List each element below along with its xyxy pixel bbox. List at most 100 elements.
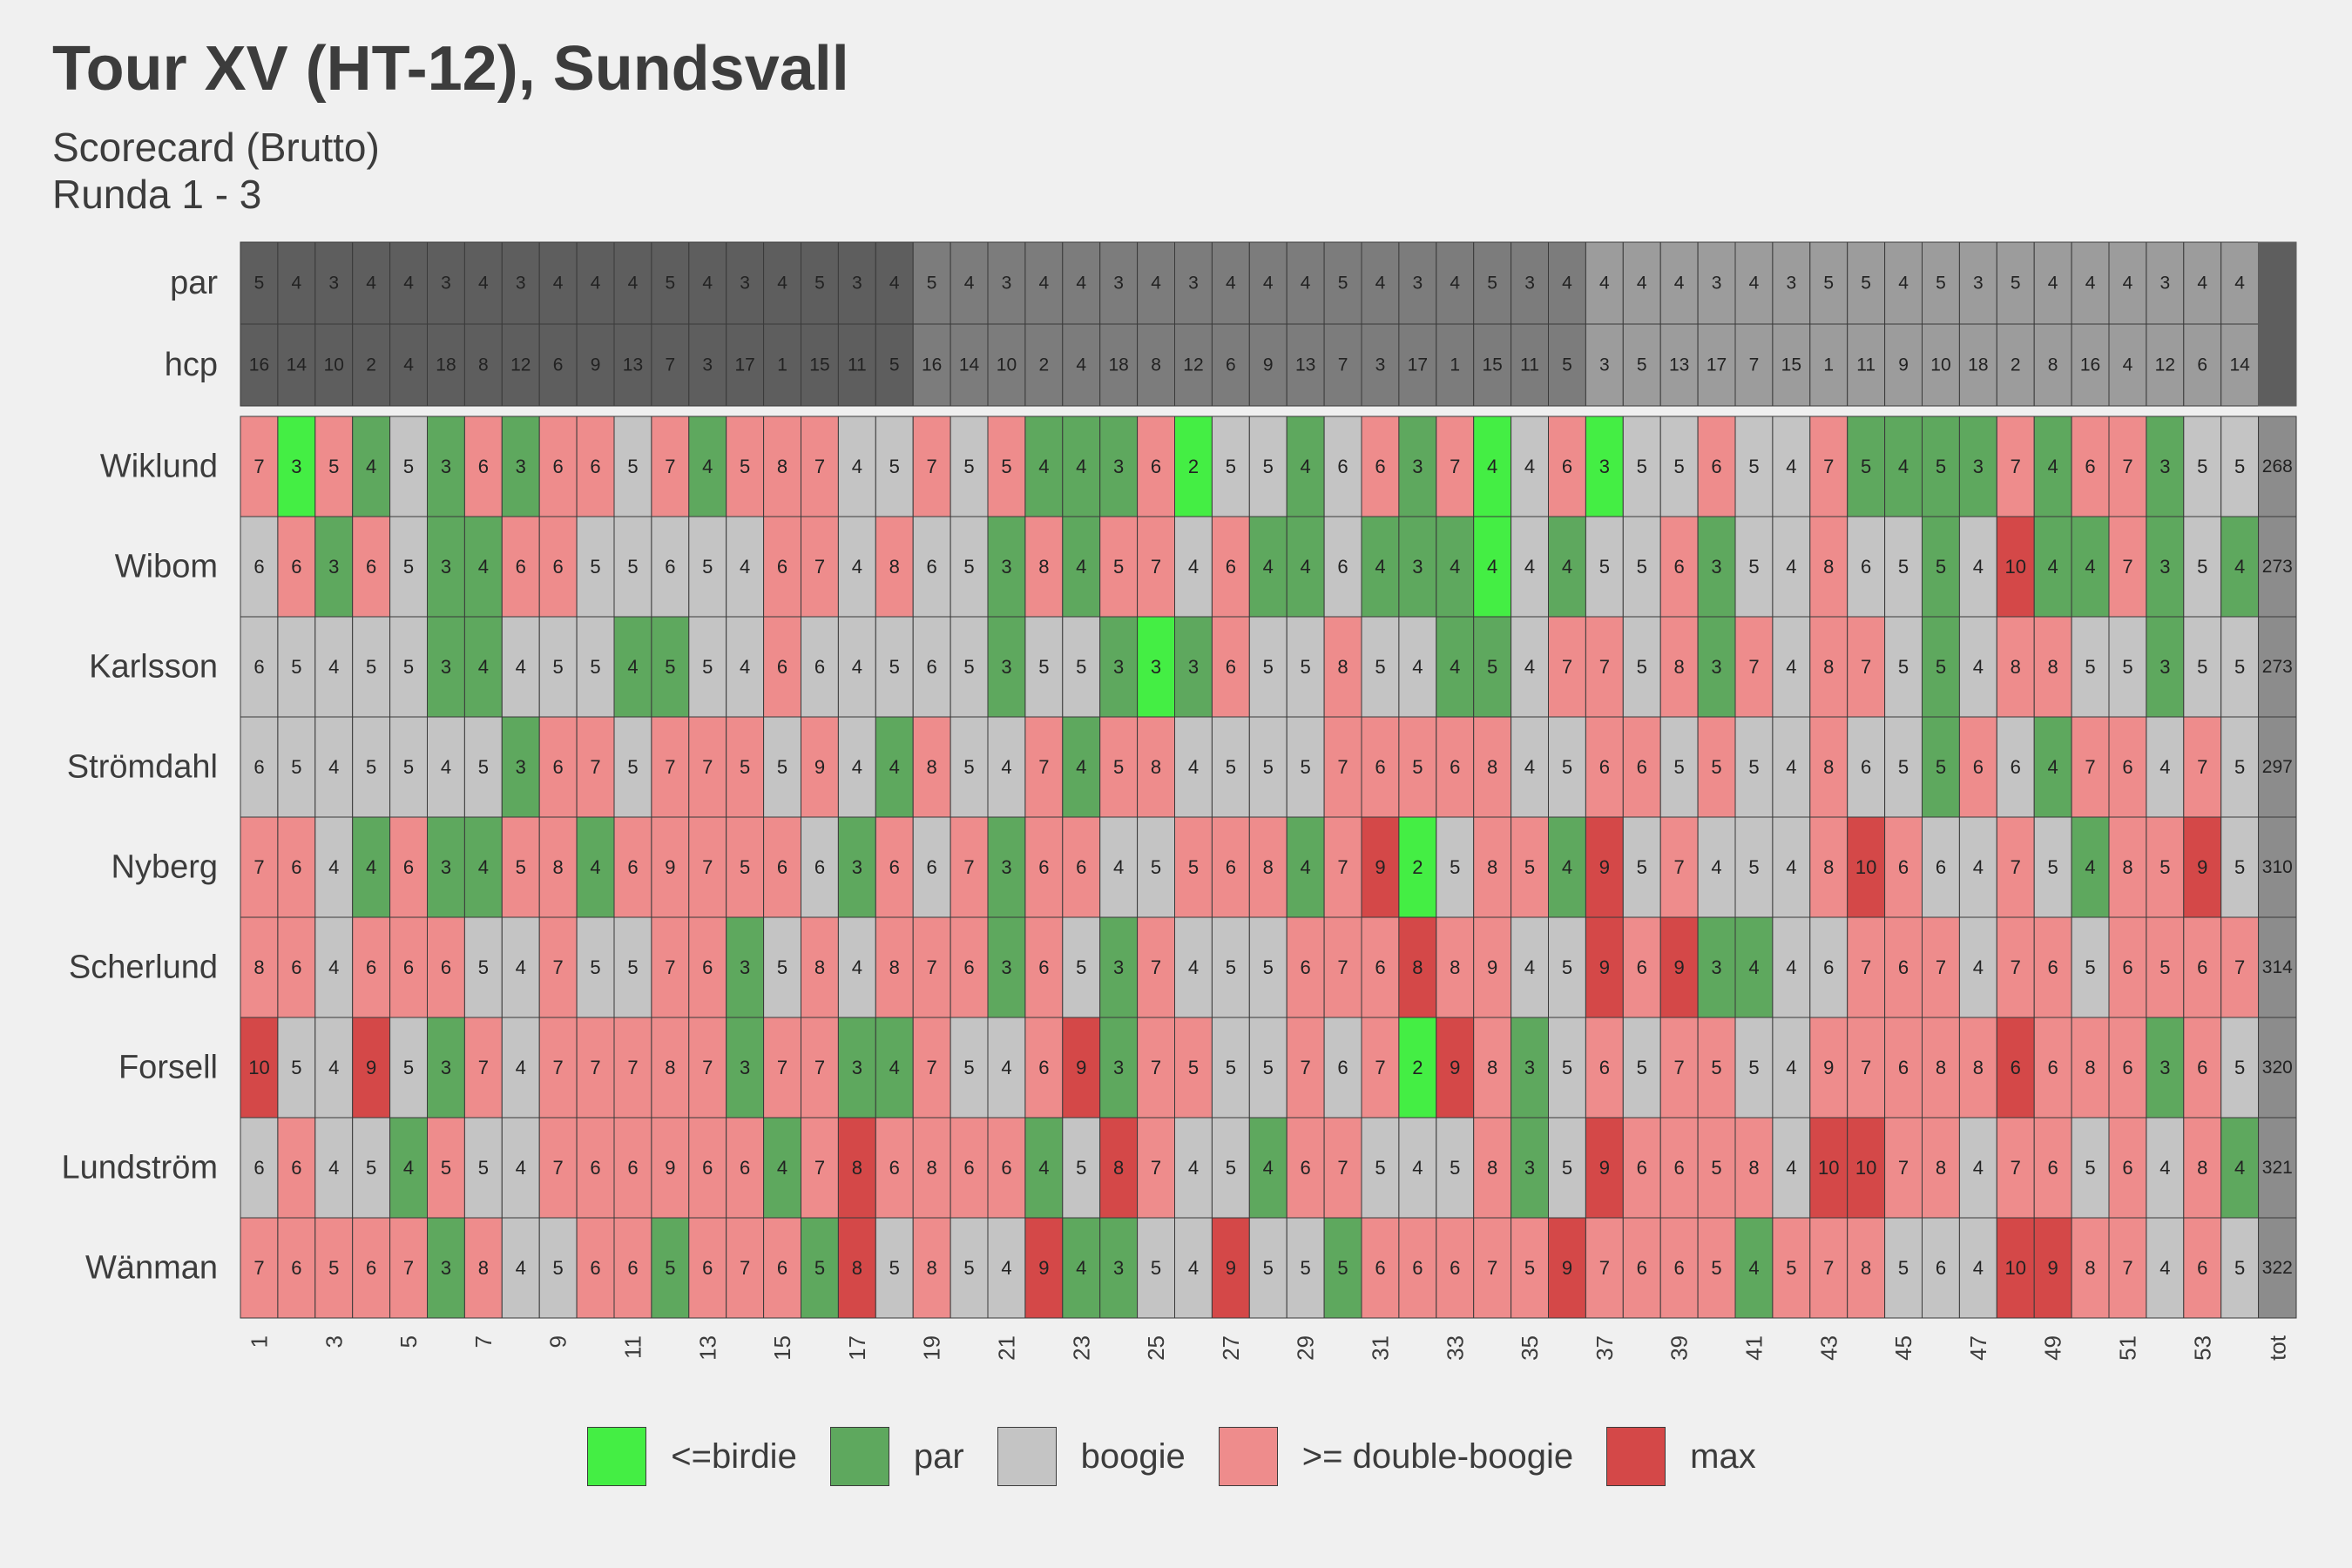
score-value: 6 <box>702 1157 713 1179</box>
header-cell <box>2183 241 2222 325</box>
header-row-label: hcp <box>165 347 218 383</box>
header-cell-value: 14 <box>2229 355 2250 375</box>
header-cell <box>1137 241 1175 325</box>
score-value: 5 <box>1412 756 1423 778</box>
score-value: 5 <box>1226 1057 1236 1078</box>
header-cell-value: 17 <box>1707 355 1727 375</box>
score-value: 9 <box>1076 1057 1086 1078</box>
score-value: 5 <box>1562 956 1572 978</box>
header-cell <box>2146 323 2185 407</box>
score-cell <box>1137 1017 1175 1119</box>
score-value: 2 <box>1412 856 1423 878</box>
score-value: 6 <box>1450 1257 1460 1279</box>
score-value: 6 <box>889 856 900 878</box>
header-cell-value: 5 <box>1861 274 1871 294</box>
score-value: 9 <box>1450 1057 1460 1078</box>
score-value: 5 <box>1674 456 1685 477</box>
header-cell-value: 15 <box>1781 355 1801 375</box>
score-value: 5 <box>1113 556 1124 578</box>
score-value: 7 <box>1748 656 1759 678</box>
x-tick-label: 21 <box>993 1335 1019 1361</box>
score-value: 7 <box>1151 1157 1161 1179</box>
score-value: 2 <box>1188 456 1199 477</box>
header-cell-value: 4 <box>702 274 713 294</box>
score-cell <box>240 916 279 1018</box>
score-value: 5 <box>1936 656 1946 678</box>
score-cell <box>277 1217 316 1319</box>
score-cell <box>1585 416 1624 517</box>
score-cell <box>389 1217 429 1319</box>
score-cell <box>352 1117 391 1219</box>
score-cell <box>427 916 465 1018</box>
score-value: 4 <box>2234 556 2245 578</box>
score-value: 6 <box>1038 1057 1049 1078</box>
score-value: 5 <box>2159 856 2170 878</box>
score-cell <box>240 1217 279 1319</box>
header-cell-value: 4 <box>964 274 975 294</box>
total-cell <box>2258 1117 2297 1219</box>
total-cell <box>2258 616 2297 718</box>
header-cell <box>1659 241 1699 325</box>
score-value: 6 <box>553 556 564 578</box>
score-cell <box>1323 616 1362 718</box>
score-value: 6 <box>478 456 489 477</box>
chart-subtitle: Scorecard (Brutto) Runda 1 - 3 <box>52 125 380 217</box>
score-value: 5 <box>627 756 638 778</box>
score-value: 3 <box>328 556 339 578</box>
score-cell <box>501 816 540 918</box>
score-cell <box>837 716 876 818</box>
header-cell <box>576 241 615 325</box>
score-value: 5 <box>1711 1057 1721 1078</box>
score-cell <box>2220 816 2260 918</box>
score-cell <box>726 1217 765 1319</box>
score-cell <box>576 1017 615 1119</box>
score-value: 5 <box>2048 856 2058 878</box>
score-value: 3 <box>1711 656 1721 678</box>
score-value: 7 <box>590 1057 600 1078</box>
score-cell <box>1884 1017 1923 1119</box>
header-cell-value: 4 <box>1076 355 1086 375</box>
score-cell <box>314 716 354 818</box>
score-cell <box>763 1117 801 1219</box>
score-value: 5 <box>1637 656 1647 678</box>
score-cell <box>1024 616 1064 718</box>
score-cell <box>2146 1017 2185 1119</box>
header-cell-value: 4 <box>1226 274 1236 294</box>
header-cell-value: 15 <box>809 355 829 375</box>
score-value: 8 <box>1412 956 1423 978</box>
score-cell <box>1211 516 1250 618</box>
score-value: 5 <box>441 1157 451 1179</box>
header-cell <box>987 241 1026 325</box>
score-value: 8 <box>1487 856 1497 878</box>
score-value: 4 <box>1076 756 1086 778</box>
score-value: 6 <box>1898 1057 1909 1078</box>
score-value: 8 <box>777 456 787 477</box>
score-value: 4 <box>1973 656 1984 678</box>
score-value: 7 <box>1038 756 1049 778</box>
score-cell <box>1436 916 1475 1018</box>
x-tick-label: 7 <box>470 1335 497 1348</box>
score-value: 3 <box>1113 456 1124 477</box>
header-cell-value: 5 <box>1637 355 1647 375</box>
x-tick-label: 43 <box>1815 1335 1842 1361</box>
score-cell <box>1585 816 1624 918</box>
score-value: 8 <box>1936 1057 1946 1078</box>
score-value: 3 <box>2159 456 2170 477</box>
header-cell-value: 3 <box>2160 274 2171 294</box>
score-cell <box>726 616 765 718</box>
score-value: 10 <box>248 1057 269 1078</box>
score-value: 9 <box>665 1157 675 1179</box>
score-cell <box>1697 516 1736 618</box>
score-value: 5 <box>1524 1257 1535 1279</box>
header-cell-value: 2 <box>1039 355 1050 375</box>
score-value: 7 <box>1599 1257 1610 1279</box>
score-cell <box>1398 616 1437 718</box>
score-value: 7 <box>2011 456 2021 477</box>
header-cell-value: 5 <box>2011 274 2021 294</box>
score-value: 6 <box>516 556 526 578</box>
header-cell-value: 4 <box>2234 274 2245 294</box>
header-cell-value: 1 <box>1450 355 1460 375</box>
score-value: 4 <box>516 656 526 678</box>
header-cell-value: 4 <box>292 274 302 294</box>
score-cell <box>1174 1117 1213 1219</box>
